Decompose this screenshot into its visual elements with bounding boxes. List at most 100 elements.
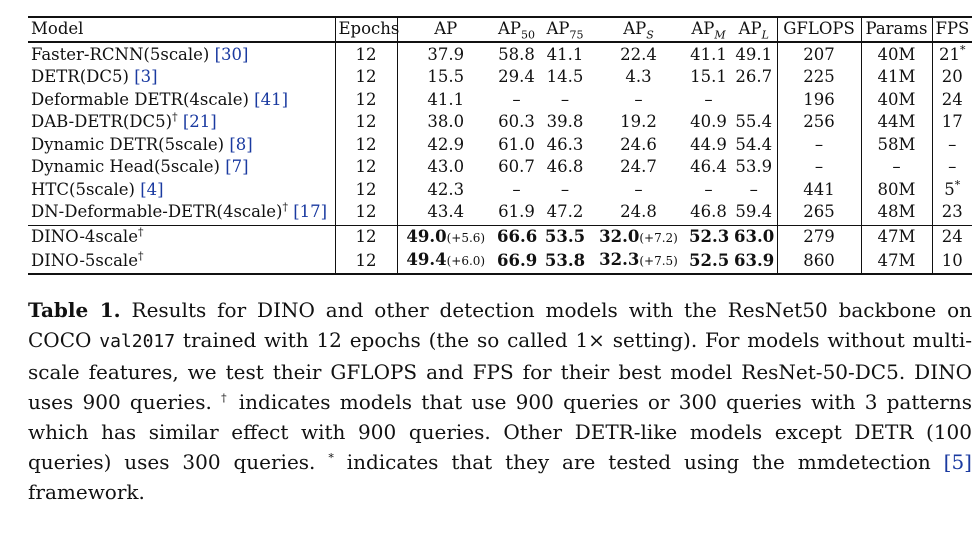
model-name: DAB-DETR(DC5) (31, 112, 173, 131)
table-caption: Table 1. Results for DINO and other dete… (28, 295, 972, 507)
cell-fps: 20 (932, 66, 972, 89)
citation-link[interactable]: [8] (229, 134, 253, 154)
caption-code: val2017 (99, 331, 176, 352)
cell-ap75: 46.8 (539, 156, 591, 179)
citation-link[interactable]: [21] (182, 112, 217, 131)
header-gflops: GFLOPS (777, 17, 862, 42)
cell-apl: 54.4 (731, 133, 778, 156)
value-ap: 43.4 (427, 202, 465, 221)
value-epochs: 12 (355, 44, 377, 64)
cell-ap50: 29.4 (494, 66, 539, 89)
value-gflops: 207 (803, 44, 835, 64)
table-row: DETR(DC5) [3] 12 15.5 29.4 14.5 4.3 15.1 26.7 22… (28, 66, 972, 89)
table-row: Dynamic DETR(5scale) [8] 12 42.9 61.0 46.3 24… (28, 133, 972, 157)
cell-ap: 42.9 (397, 134, 494, 157)
value-aps: 32.0 (599, 226, 640, 246)
cell-epochs: 12 (335, 156, 398, 179)
citation-link[interactable]: [4] (140, 179, 164, 199)
cell-apm: 52.5 (686, 249, 731, 274)
citation-link[interactable]: [30] (214, 44, 249, 64)
value-aps: 22.4 (620, 44, 657, 64)
value-gflops: 279 (803, 227, 835, 246)
cell-params: 40M (861, 88, 933, 111)
value-apm: 44.9 (690, 134, 727, 154)
cell-ap: 43.0 (397, 156, 494, 179)
value-ap75: 46.3 (546, 134, 584, 154)
model-name-cell: DINO-5scale† (28, 249, 336, 274)
value-aps: 4.3 (625, 67, 652, 86)
header-model: Model (28, 17, 336, 42)
value-ap75: 53.5 (544, 227, 586, 246)
value-ap50: 29.4 (498, 67, 535, 86)
cell-ap75: 39.8 (539, 111, 591, 134)
citation-link[interactable]: [7] (225, 157, 249, 176)
cell-apl: 63.9 (731, 249, 778, 274)
model-name-cell: DINO-4scale† (28, 225, 336, 249)
value-apl: 54.4 (735, 134, 773, 154)
value-ap50: 61.9 (498, 202, 535, 221)
cell-aps: 4.3 (591, 66, 686, 89)
value-apm: 15.1 (690, 67, 727, 86)
value-apm: 46.4 (690, 157, 727, 176)
cell-ap50: 61.9 (494, 201, 539, 225)
value-ap75: 14.5 (546, 67, 584, 86)
header-aps: APS (623, 19, 654, 42)
dino-table-row: DINO-4scale† 12 49.0(+5.6) 66.6 53.5 32.0(+7.… (28, 225, 972, 249)
value-ap: 49.4 (406, 250, 447, 269)
cell-params: 40M (861, 41, 933, 66)
caption-dagger: † (221, 391, 230, 405)
dino-rows: DINO-4scale† 12 49.0(+5.6) 66.6 53.5 32.0(+7.… (28, 225, 972, 274)
value-apl: 26.7 (735, 67, 773, 86)
aps-gain: (+7.2) (639, 230, 678, 245)
cell-fps: 17 (932, 111, 972, 134)
cell-apl: 55.4 (731, 111, 778, 134)
cell-ap75: 47.2 (539, 201, 591, 225)
value-gflops: – (814, 134, 824, 154)
value-apm: – (704, 179, 713, 199)
model-name-cell: Deformable DETR(4scale) [41] (28, 88, 336, 111)
value-params: 47M (877, 250, 916, 270)
cell-ap: 41.1 (397, 89, 494, 112)
cell-ap: 15.5 (397, 66, 494, 89)
model-name-cell: DAB-DETR(DC5)† [21] (28, 111, 336, 134)
cell-epochs: 12 (335, 111, 398, 134)
citation-link[interactable]: [41] (254, 89, 289, 109)
citation-link[interactable]: [17] (293, 202, 328, 221)
dagger-mark: † (282, 200, 289, 214)
value-ap: 43.0 (427, 157, 465, 176)
value-apl: 63.9 (734, 250, 775, 270)
caption-cite-link[interactable]: [5] (943, 450, 972, 474)
value-ap: 42.9 (427, 134, 465, 154)
value-fps: 24 (941, 89, 963, 109)
cell-aps: 32.3(+7.5) (591, 249, 686, 274)
cell-gflops: – (777, 133, 862, 156)
value-ap75: 46.8 (546, 157, 584, 176)
header-row: Model Epochs AP AP50 AP75 APS APM APL GF… (28, 17, 972, 42)
cell-ap: 49.4(+6.0) (397, 249, 494, 274)
cell-fps: – (932, 156, 972, 179)
value-apl: 63.0 (734, 227, 775, 246)
dino-table-row: DINO-5scale† 12 49.4(+6.0) 66.9 53.8 32.3(+7.… (28, 249, 972, 274)
cell-apm: 46.4 (686, 156, 731, 179)
cell-apm: 46.8 (686, 201, 731, 225)
cell-epochs: 12 (335, 225, 398, 249)
header-apl: APL (731, 17, 778, 42)
cell-fps: 24 (932, 89, 972, 112)
value-ap: 37.9 (427, 44, 465, 64)
dagger-mark: † (137, 249, 144, 262)
citation-link[interactable]: [3] (134, 67, 158, 86)
caption-label: Table 1. (28, 298, 121, 322)
caption-star: * (328, 451, 334, 465)
cell-gflops: – (777, 156, 862, 179)
table-row: Dynamic Head(5scale) [7] 12 43.0 60.7 46.8 24… (28, 156, 972, 179)
value-gflops: 441 (803, 179, 835, 199)
value-ap: 38.0 (427, 112, 465, 131)
value-params: 40M (877, 89, 916, 109)
fps-mark: * (954, 178, 961, 191)
cell-gflops: 196 (777, 88, 862, 111)
value-gflops: 256 (803, 112, 835, 131)
model-name: HTC(5scale) (31, 179, 135, 199)
model-name: DETR(DC5) (31, 67, 129, 86)
cell-aps: – (591, 179, 686, 202)
cell-apl (731, 88, 778, 111)
